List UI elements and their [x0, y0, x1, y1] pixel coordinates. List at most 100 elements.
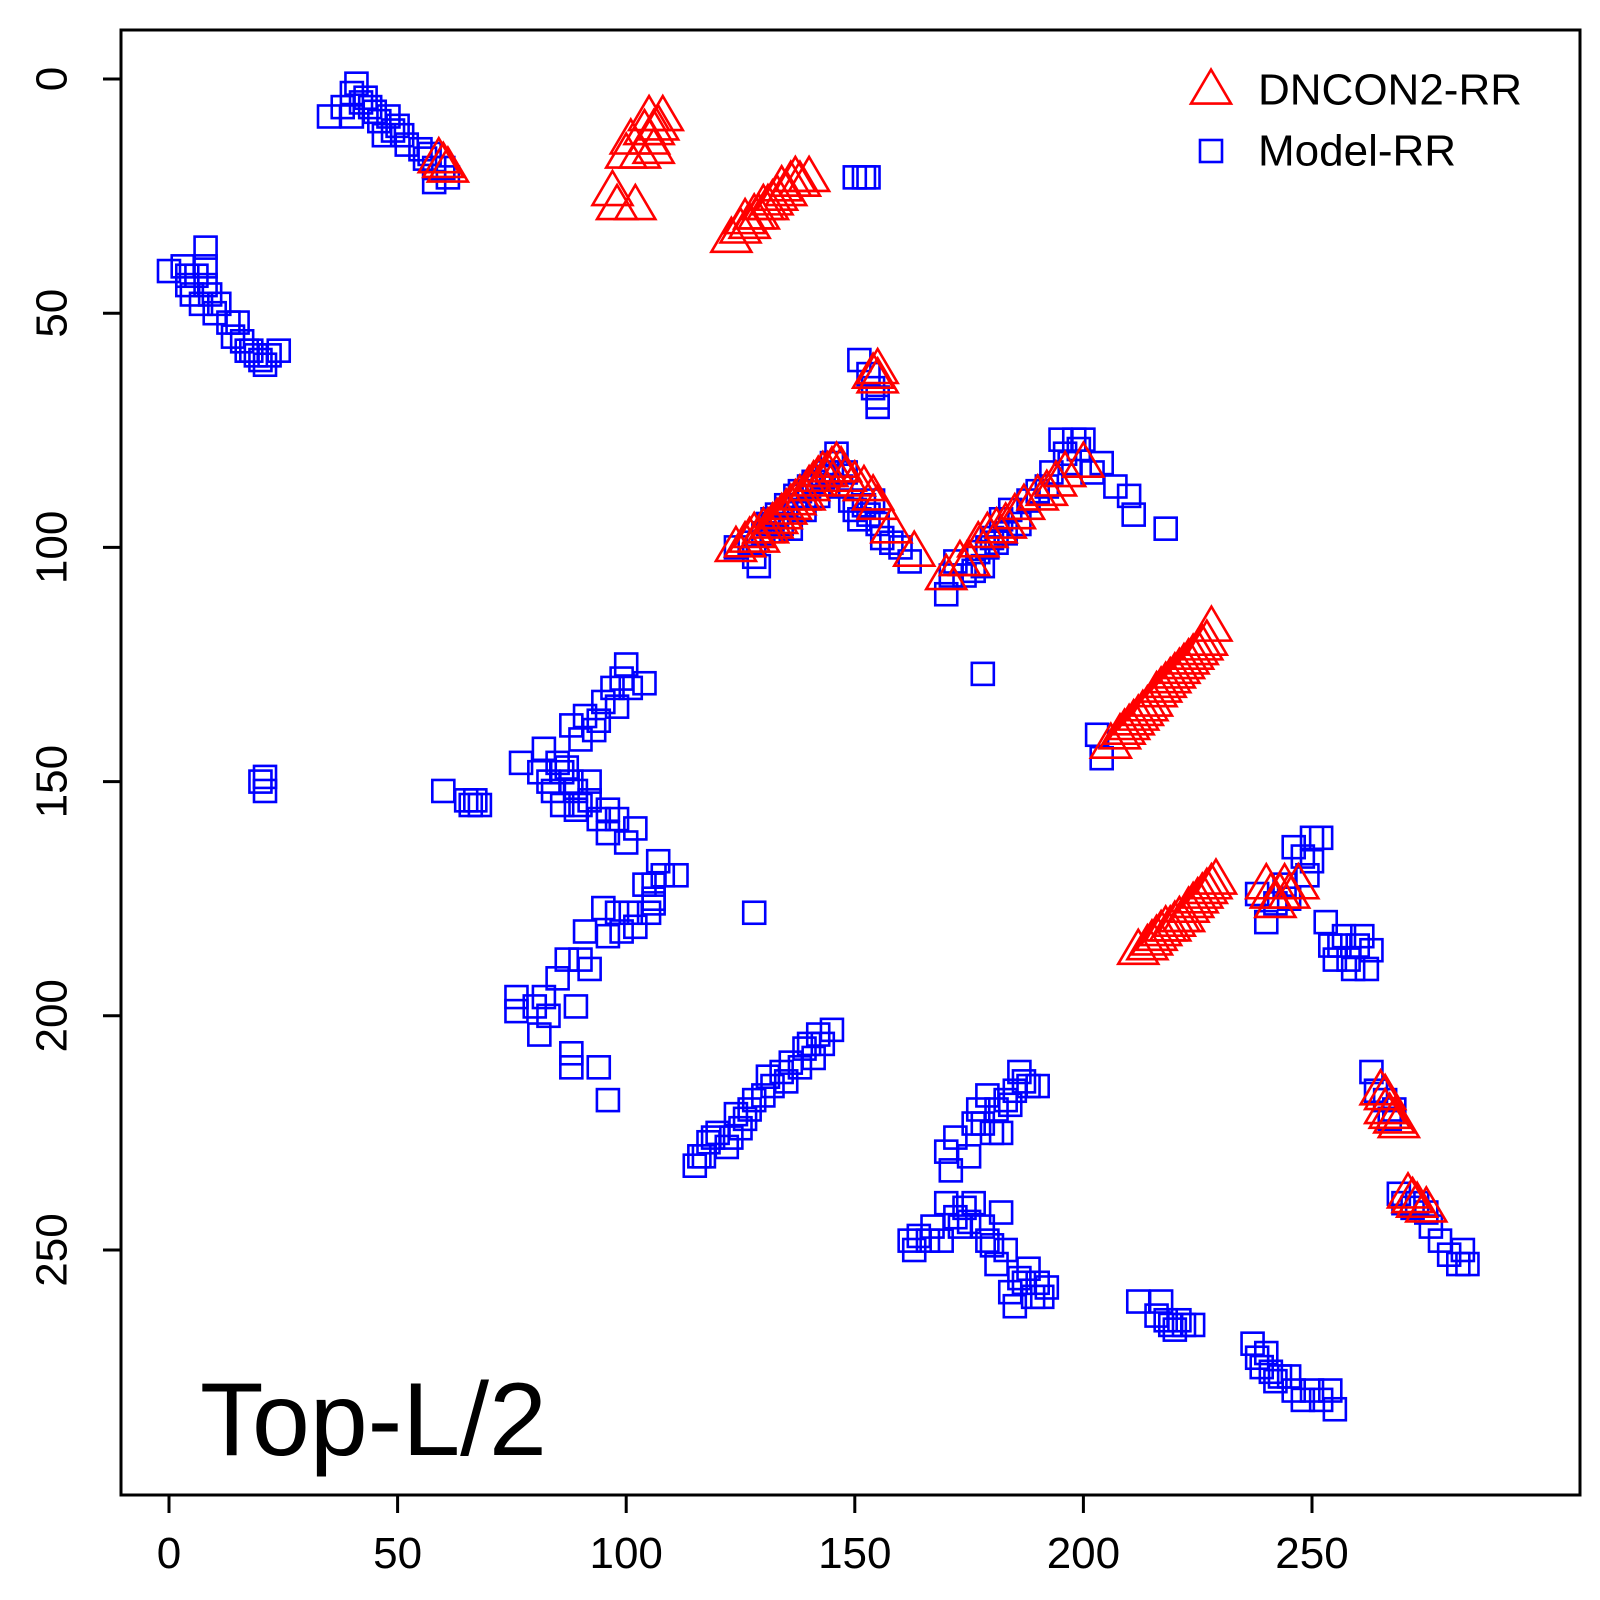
point-dncon2-rr: [425, 145, 471, 183]
point-dncon2-rr: [1175, 627, 1220, 666]
point-model-rr: [559, 1040, 584, 1066]
point-model-rr: [188, 291, 214, 317]
point-model-rr: [755, 1064, 781, 1089]
point-model-rr: [549, 759, 575, 785]
point-model-rr: [888, 535, 913, 560]
point-model-rr: [933, 581, 959, 607]
point-model-rr: [1290, 1387, 1316, 1413]
point-model-rr: [988, 1120, 1014, 1146]
point-model-rr: [1167, 1307, 1192, 1333]
point-dncon2-rr: [1179, 622, 1225, 661]
point-model-rr: [943, 1204, 968, 1230]
point-model-rr: [316, 104, 342, 129]
point-model-rr: [1116, 483, 1142, 509]
point-model-rr: [732, 1106, 758, 1132]
point-model-rr: [536, 1003, 561, 1029]
point-model-rr: [586, 806, 612, 832]
point-model-rr: [1244, 1345, 1270, 1371]
point-model-rr: [1299, 1378, 1325, 1403]
point-model-rr: [1066, 436, 1092, 462]
point-model-rr: [901, 1237, 927, 1263]
point-model-rr: [1281, 1378, 1307, 1403]
point-model-rr: [595, 1087, 621, 1113]
point-model-rr: [604, 900, 630, 926]
point-model-rr: [993, 1087, 1018, 1113]
point-dncon2-rr: [421, 140, 466, 179]
point-dncon2-rr: [1033, 458, 1079, 497]
point-model-rr: [1427, 1228, 1453, 1253]
point-model-rr: [248, 769, 273, 794]
point-dncon2-rr: [855, 482, 900, 521]
point-model-rr: [636, 900, 662, 926]
point-model-rr: [595, 820, 621, 846]
point-model-rr: [1016, 1256, 1041, 1282]
point-model-rr: [595, 797, 621, 823]
point-model-rr: [339, 80, 365, 106]
point-model-rr: [810, 1031, 836, 1057]
x-axis: 0 50 100 150 200 250: [157, 1493, 1349, 1578]
point-dncon2-rr: [1179, 871, 1225, 909]
points-layer: [156, 71, 1480, 1422]
point-dncon2-rr: [974, 505, 1019, 544]
point-dncon2-rr: [1175, 875, 1220, 914]
point-model-rr: [956, 1144, 982, 1169]
point-model-rr: [970, 1214, 996, 1239]
point-dncon2-rr: [745, 182, 791, 221]
point-model-rr: [376, 104, 401, 129]
point-model-rr: [869, 525, 895, 551]
point-model-rr: [504, 998, 529, 1024]
point-dncon2-rr: [832, 458, 878, 497]
point-model-rr: [988, 1200, 1014, 1225]
point-dncon2-rr: [1376, 1100, 1422, 1139]
point-dncon2-rr: [631, 126, 676, 165]
y-tick-label: 250: [28, 1213, 77, 1286]
point-model-rr: [984, 1097, 1009, 1122]
legend-marker-dncon2-rr: [1188, 67, 1234, 105]
point-dncon2-rr: [1111, 697, 1156, 736]
point-model-rr: [563, 994, 589, 1019]
point-model-rr: [595, 923, 621, 949]
point-model-rr: [248, 347, 273, 373]
point-model-rr: [568, 947, 593, 972]
point-dncon2-rr: [965, 510, 1010, 549]
point-dncon2-rr: [841, 463, 887, 502]
point-dncon2-rr: [1189, 861, 1234, 900]
point-model-rr: [929, 1228, 954, 1253]
point-model-rr: [1180, 1312, 1206, 1338]
point-dncon2-rr: [768, 482, 814, 521]
point-dncon2-rr: [759, 163, 804, 202]
point-dncon2-rr: [850, 351, 896, 389]
point-model-rr: [572, 703, 598, 729]
point-dncon2-rr: [1152, 650, 1198, 689]
point-dncon2-rr: [983, 501, 1028, 539]
point-model-rr: [225, 310, 250, 335]
point-model-rr: [412, 146, 438, 171]
point-dncon2-rr: [1088, 721, 1134, 760]
point-model-rr: [1281, 834, 1307, 860]
point-model-rr: [650, 862, 676, 888]
point-model-rr: [1253, 909, 1279, 935]
point-dncon2-rr: [1157, 646, 1202, 685]
point-model-rr: [156, 258, 182, 284]
point-model-rr: [993, 1237, 1018, 1263]
point-dncon2-rr: [763, 486, 809, 525]
point-model-rr: [559, 713, 584, 738]
point-dncon2-rr: [722, 519, 768, 558]
point-model-rr: [463, 788, 488, 813]
point-model-rr: [751, 1083, 776, 1108]
point-dncon2-rr: [955, 519, 1001, 558]
point-model-rr: [970, 661, 996, 687]
point-model-rr: [1121, 502, 1146, 527]
point-model-rr: [238, 338, 264, 363]
point-model-rr: [572, 919, 598, 944]
point-model-rr: [842, 165, 868, 190]
point-model-rr: [431, 778, 456, 804]
point-model-rr: [380, 118, 406, 143]
point-dncon2-rr: [713, 524, 759, 563]
point-dncon2-rr: [1129, 917, 1175, 956]
x-tick-label: 50: [373, 1529, 422, 1578]
point-model-rr: [623, 816, 648, 841]
point-model-rr: [1103, 474, 1128, 499]
point-dncon2-rr: [590, 168, 635, 207]
point-model-rr: [220, 324, 246, 349]
